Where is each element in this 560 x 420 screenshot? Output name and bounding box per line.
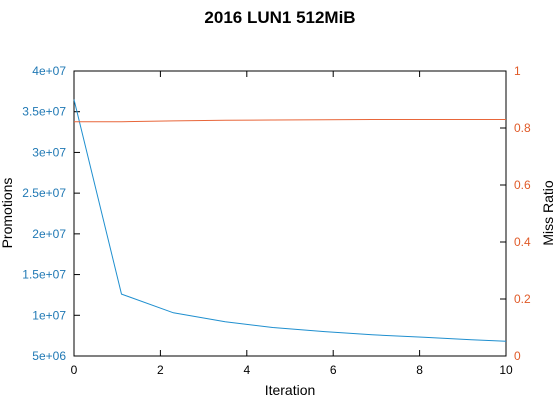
x-tick-label-4: 8 [416,363,423,377]
y-right-tick-label-1: 0.2 [514,292,531,306]
y-left-tick-label-1: 1e+07 [32,308,66,322]
y-right-tick-label-2: 0.4 [514,235,531,249]
x-tick-label-0: 0 [71,363,78,377]
series-group [73,99,507,342]
promotions-line [73,99,507,342]
chart-title: 2016 LUN1 512MiB [204,8,355,27]
y-axis-right: 0 0.2 0.4 0.6 0.8 1 [500,64,531,363]
x-tick-label-1: 2 [157,363,164,377]
plot-frame [73,70,507,357]
y-right-tick-label-3: 0.6 [514,178,531,192]
miss-ratio-line [74,119,506,123]
y-left-tick-label-0: 5e+06 [32,349,66,363]
y-left-tick-label-5: 3e+07 [32,145,66,159]
x-tick-label-5: 10 [499,363,513,377]
y-left-tick-label-3: 2e+07 [32,227,66,241]
y-right-tick-label-5: 1 [514,64,521,78]
y-axis-right-label: Miss Ratio [540,180,556,246]
y-left-tick-label-2: 1.5e+07 [22,268,66,282]
x-tick-label-2: 4 [243,363,250,377]
y-axis-left-label: Promotions [0,178,15,249]
x-tick-label-3: 6 [330,363,337,377]
y-axis-left: 5e+06 1e+07 1.5e+07 2e+07 2.5e+07 3e+07 3.5e+0… [22,64,80,363]
y-right-tick-label-0: 0 [514,349,521,363]
x-axis: 0 2 4 6 8 10 [71,71,513,377]
x-axis-label: Iteration [265,382,316,398]
y-left-tick-label-6: 3.5e+07 [22,105,66,119]
y-left-tick-label-4: 2.5e+07 [22,186,66,200]
y-left-tick-label-7: 4e+07 [32,64,66,78]
y-right-tick-label-4: 0.8 [514,121,531,135]
